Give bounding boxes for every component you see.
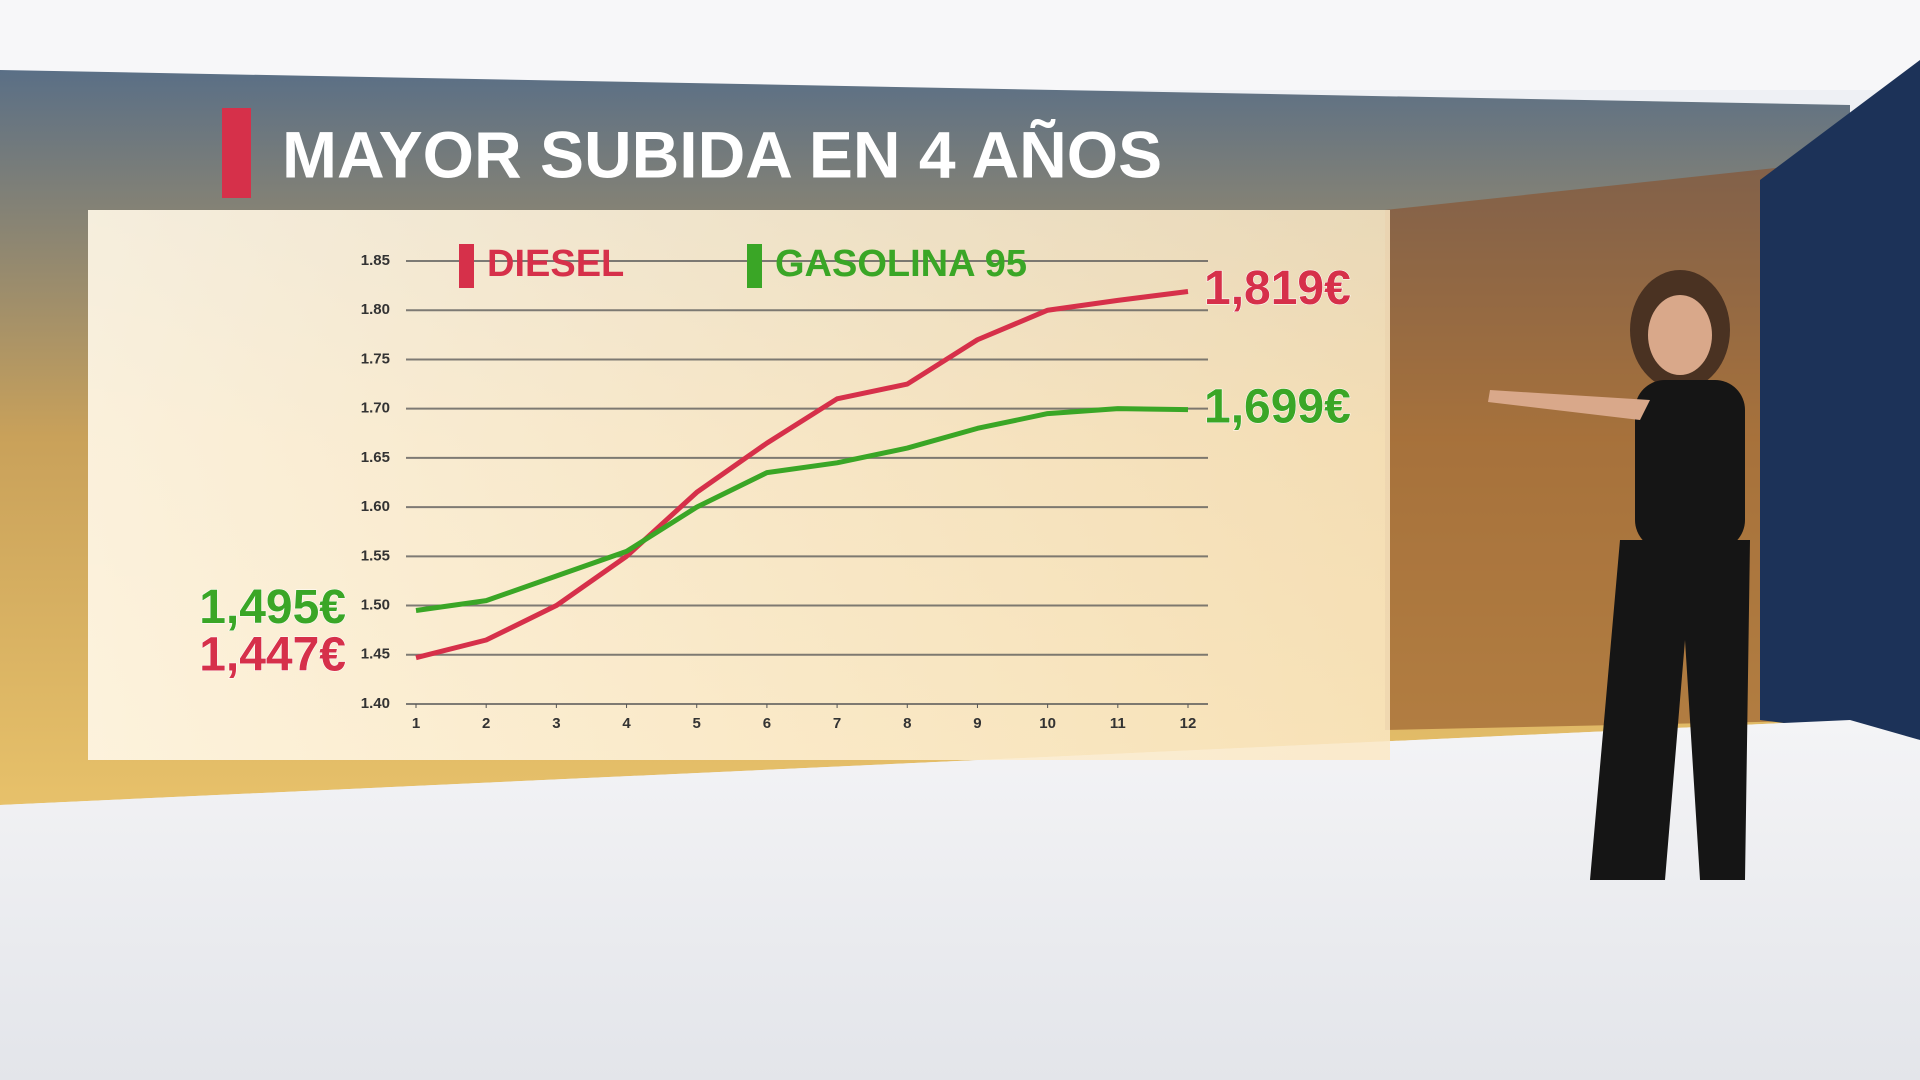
x-tick-label: 11 [1110, 715, 1126, 732]
value-label: 1,819€ [1204, 262, 1351, 315]
x-tick-label: 10 [1039, 715, 1056, 732]
value-label: 1,699€ [1204, 380, 1351, 433]
legend-swatch [747, 244, 762, 288]
y-tick-label: 1.45 [361, 646, 390, 663]
x-tick-label: 1 [412, 715, 420, 732]
y-tick-label: 1.85 [361, 252, 390, 269]
y-tick-label: 1.80 [361, 301, 390, 318]
chart-title: MAYOR SUBIDA EN 4 AÑOS [282, 117, 1162, 191]
x-tick-label: 3 [552, 715, 560, 732]
y-tick-label: 1.40 [361, 695, 390, 712]
title-accent [222, 108, 251, 198]
y-tick-label: 1.55 [361, 547, 390, 564]
x-tick-label: 7 [833, 715, 841, 732]
x-tick-label: 12 [1180, 715, 1197, 732]
legend-label: DIESEL [487, 243, 624, 285]
series-line [415, 406, 1189, 613]
chart: 1.40 1.45 1.50 1.55 1.60 1.65 1.70 1.75 1.80 1.85… [199, 243, 1352, 732]
series-line [415, 289, 1189, 661]
y-tick-label: 1.70 [361, 400, 390, 417]
x-tick-label: 5 [693, 715, 701, 732]
y-tick-label: 1.60 [361, 498, 390, 515]
floor [0, 720, 1920, 1080]
y-tick-label: 1.50 [361, 597, 390, 614]
x-tick-label: 9 [973, 715, 981, 732]
ceiling [0, 0, 1920, 90]
value-label: 1,447€ [199, 628, 346, 681]
legend-swatch [459, 244, 474, 288]
legend-label: GASOLINA 95 [775, 243, 1027, 285]
side-screen [1760, 60, 1920, 740]
y-tick-label: 1.75 [361, 350, 390, 367]
y-tick-label: 1.65 [361, 449, 390, 466]
x-tick-label: 8 [903, 715, 911, 732]
x-tick-label: 2 [482, 715, 490, 732]
x-tick-label: 6 [763, 715, 771, 732]
presenter [1488, 270, 1750, 880]
value-label: 1,495€ [199, 581, 346, 634]
x-tick-label: 4 [622, 715, 631, 732]
